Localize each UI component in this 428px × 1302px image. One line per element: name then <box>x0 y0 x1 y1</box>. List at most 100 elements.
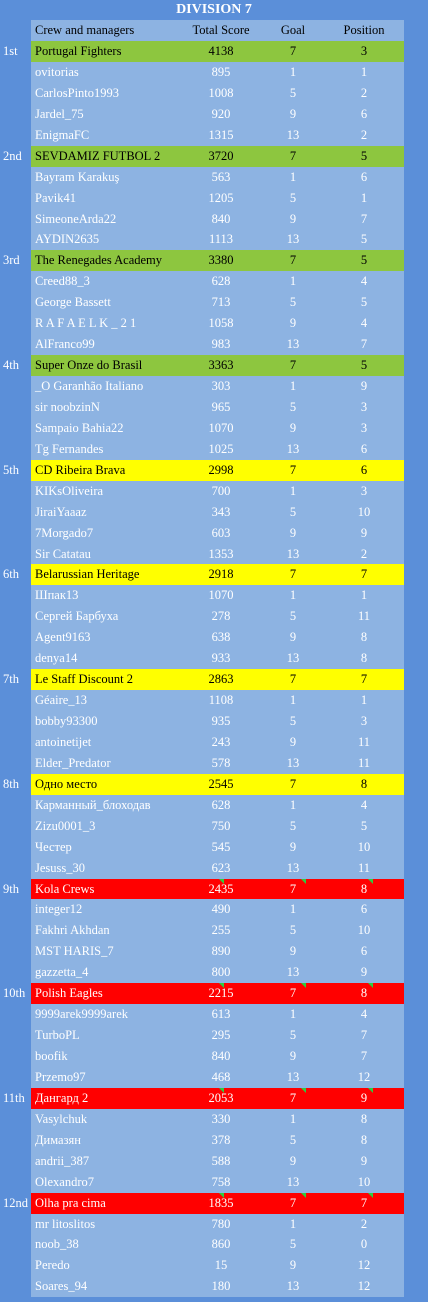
name-cell: Tg Fernandes <box>35 441 104 456</box>
division-title: DIVISION 7 <box>176 2 252 17</box>
row-cells: Карманный_блоходав 628 1 4 <box>31 794 404 816</box>
row-cells: noob_38 860 5 0 <box>31 1234 404 1256</box>
team-row: 8th Одно место 2545 7 8 <box>0 773 428 795</box>
score-cell: 840 <box>211 211 231 226</box>
row-cells: Polish Eagles 2215 7 8 <box>31 983 404 1005</box>
position-cell: 5 <box>360 818 368 833</box>
score-cell: 255 <box>211 923 231 938</box>
position-cell: 11 <box>357 755 371 770</box>
row-cells: George Bassett 713 5 5 <box>31 292 404 314</box>
position-cell: 11 <box>357 860 371 875</box>
goal-cell: 5 <box>289 818 297 833</box>
goal-cell: 1 <box>289 274 297 289</box>
name-cell: AYDIN2635 <box>35 232 100 247</box>
comment-marker-icon <box>301 878 306 884</box>
score-cell: 758 <box>211 1174 231 1189</box>
team-row: 9th Kola Crews 2435 7 8 <box>0 878 428 900</box>
position-cell: 9 <box>360 379 368 393</box>
member-row: Géaire_13 1108 1 1 <box>0 690 428 711</box>
row-cells: Belarussian Heritage 2918 7 7 <box>31 564 404 586</box>
row-cells: Одно место 2545 7 8 <box>31 773 404 795</box>
position-cell: 10 <box>357 1174 371 1189</box>
member-row: boofik 840 9 7 <box>0 1046 428 1067</box>
row-cells: ovitorias 895 1 1 <box>31 61 404 83</box>
member-row: Olexandro7 758 13 10 <box>0 1171 428 1193</box>
rank-label: 2nd <box>3 148 22 163</box>
name-cell: R A F A E L K _ 2 1 <box>35 316 137 331</box>
rank-label: 3rd <box>3 253 20 268</box>
name-cell: SEVDAMIZ FUTBOL 2 <box>35 148 161 163</box>
score-cell: 1025 <box>208 441 234 456</box>
row-cells: Сергей Барбуха 278 5 11 <box>31 606 404 628</box>
row-cells: The Renegades Academy 3380 7 5 <box>31 250 404 272</box>
score-cell: 3363 <box>208 358 234 373</box>
name-cell: Сергей Барбуха <box>35 609 119 624</box>
score-cell: 860 <box>211 1237 231 1252</box>
score-cell: 1315 <box>208 127 234 142</box>
row-cells: Kola Crews 2435 7 8 <box>31 878 404 900</box>
goal-cell: 7 <box>289 358 297 373</box>
name-cell: sir noobzinN <box>35 399 100 414</box>
goal-cell: 7 <box>289 776 297 791</box>
member-row: EnigmaFC 1315 13 2 <box>0 124 428 146</box>
goal-cell: 1 <box>289 1111 297 1126</box>
score-cell: 343 <box>211 504 231 519</box>
position-cell: 4 <box>360 316 368 331</box>
member-row: andrii_387 588 9 9 <box>0 1150 428 1172</box>
member-row: Jesuss_30 623 13 11 <box>0 857 428 879</box>
row-cells: Géaire_13 1108 1 1 <box>31 690 404 711</box>
member-row: Vasylchuk 330 1 8 <box>0 1108 428 1130</box>
rank-label: 6th <box>3 567 19 582</box>
name-cell: Jardel_75 <box>35 106 84 121</box>
row-cells: Tg Fernandes 1025 13 6 <box>31 438 404 460</box>
member-row: Fakhri Akhdan 255 5 10 <box>0 920 428 942</box>
rank-label: 4th <box>3 358 19 373</box>
team-row: 1st Portugal Fighters 4138 7 3 <box>0 41 428 62</box>
comment-marker-icon <box>368 1192 373 1198</box>
team-row: 6th Belarussian Heritage 2918 7 7 <box>0 564 428 586</box>
goal-cell: 13 <box>286 1069 300 1084</box>
position-cell: 6 <box>360 944 368 959</box>
score-cell: 890 <box>211 944 231 959</box>
position-cell: 6 <box>360 902 368 917</box>
name-cell: 7Morgado7 <box>35 525 94 540</box>
row-cells: boofik 840 9 7 <box>31 1046 404 1067</box>
name-cell: Portugal Fighters <box>35 44 122 58</box>
team-row: 10th Polish Eagles 2215 7 8 <box>0 983 428 1005</box>
goal-cell: 7 <box>289 462 297 477</box>
goal-cell: 13 <box>286 337 300 352</box>
score-cell: 2863 <box>208 672 234 687</box>
score-cell: 965 <box>211 399 231 414</box>
score-cell: 700 <box>211 483 231 498</box>
position-cell: 2 <box>360 546 368 561</box>
name-cell: Super Onze do Brasil <box>35 358 143 373</box>
member-row: integer12 490 1 6 <box>0 899 428 921</box>
comment-marker-icon <box>368 878 373 884</box>
member-row: antoinetijet 243 9 11 <box>0 731 428 753</box>
position-cell: 1 <box>360 190 368 205</box>
row-cells: Sir Catatau 1353 13 2 <box>31 543 404 565</box>
position-cell: 9 <box>360 1153 368 1168</box>
rank-label: 5th <box>3 462 19 477</box>
row-cells: Peredo 15 9 12 <box>31 1255 404 1277</box>
team-row: 2nd SEVDAMIZ FUTBOL 2 3720 7 5 <box>0 145 428 167</box>
score-cell: 840 <box>211 1049 231 1063</box>
standings-table: 1st Portugal Fighters 4138 7 3 ovitorias 895 1 1… <box>0 41 428 1298</box>
member-row: Sir Catatau 1353 13 2 <box>0 543 428 565</box>
member-row: AYDIN2635 1113 13 5 <box>0 229 428 251</box>
name-cell: boofik <box>35 1049 68 1063</box>
member-row: sir noobzinN 965 5 3 <box>0 396 428 418</box>
name-cell: Sampaio Bahia22 <box>35 420 124 435</box>
row-cells: EnigmaFC 1315 13 2 <box>31 124 404 146</box>
position-cell: 1 <box>360 693 368 708</box>
score-cell: 490 <box>211 902 231 917</box>
score-cell: 243 <box>211 734 231 749</box>
row-cells: Olha pra cima 1835 7 7 <box>31 1192 404 1214</box>
member-row: SimeoneArda22 840 9 7 <box>0 208 428 230</box>
name-cell: Polish Eagles <box>35 986 103 1001</box>
score-cell: 3720 <box>208 148 234 163</box>
row-cells: Super Onze do Brasil 3363 7 5 <box>31 355 404 376</box>
goal-cell: 1 <box>289 64 297 79</box>
row-cells: andrii_387 588 9 9 <box>31 1150 404 1172</box>
row-cells: SEVDAMIZ FUTBOL 2 3720 7 5 <box>31 145 404 167</box>
